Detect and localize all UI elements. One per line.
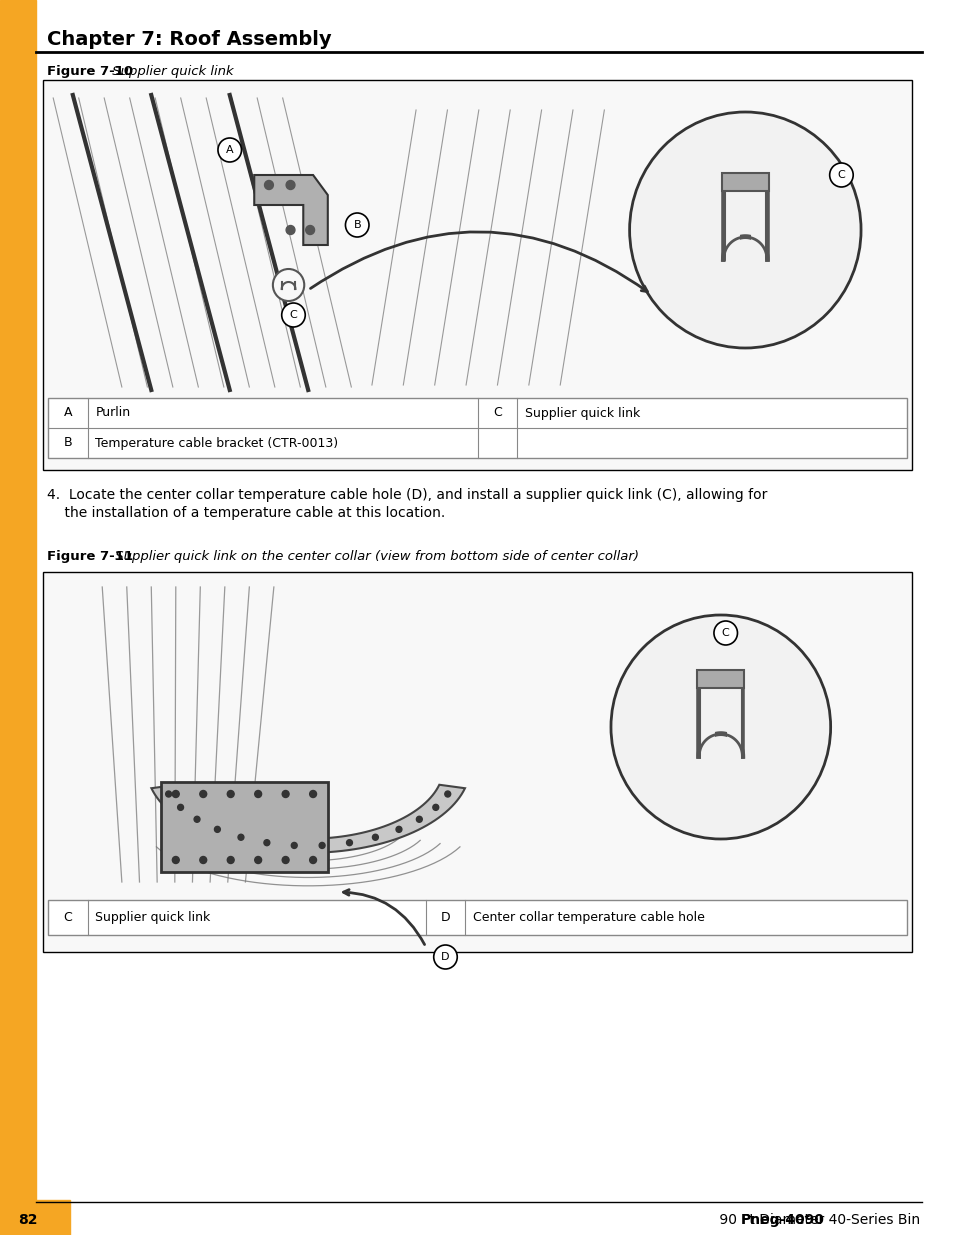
Text: C: C: [290, 310, 297, 320]
Bar: [49, 398, 906, 458]
Bar: [721, 173, 768, 191]
Polygon shape: [254, 175, 328, 245]
Bar: [697, 671, 743, 688]
Circle shape: [172, 790, 179, 798]
Bar: [161, 782, 328, 872]
Text: Supplier quick link on the center collar (view from bottom side of center collar: Supplier quick link on the center collar…: [111, 550, 639, 563]
Circle shape: [829, 163, 852, 186]
Text: C: C: [64, 911, 72, 924]
Circle shape: [433, 804, 438, 810]
Circle shape: [177, 804, 183, 810]
Text: 82: 82: [18, 1213, 37, 1228]
Circle shape: [254, 857, 261, 863]
Circle shape: [305, 226, 314, 235]
Circle shape: [264, 840, 270, 846]
Circle shape: [166, 790, 172, 797]
Circle shape: [282, 790, 289, 798]
Circle shape: [444, 790, 450, 797]
Circle shape: [264, 180, 274, 189]
Text: 4.  Locate the center collar temperature cable hole (D), and install a supplier : 4. Locate the center collar temperature …: [48, 488, 767, 501]
Text: Figure 7-10: Figure 7-10: [48, 65, 133, 78]
Text: C: C: [721, 629, 729, 638]
Text: D: D: [441, 952, 449, 962]
Text: A: A: [226, 144, 233, 156]
Circle shape: [227, 790, 233, 798]
Circle shape: [319, 842, 325, 848]
Circle shape: [372, 835, 378, 840]
Text: the installation of a temperature cable at this location.: the installation of a temperature cable …: [48, 506, 445, 520]
Circle shape: [434, 945, 456, 969]
Circle shape: [395, 826, 401, 832]
Polygon shape: [152, 784, 464, 853]
Circle shape: [282, 857, 289, 863]
Text: Pneg-4090: Pneg-4090: [740, 1213, 823, 1228]
Circle shape: [610, 615, 830, 839]
Text: Supplier quick link: Supplier quick link: [95, 911, 211, 924]
Circle shape: [416, 816, 422, 823]
Circle shape: [310, 857, 316, 863]
Circle shape: [281, 303, 305, 327]
Text: C: C: [493, 406, 501, 420]
Bar: [43, 572, 911, 952]
Bar: [0, 1200, 70, 1235]
Text: D: D: [440, 911, 450, 924]
Text: 90 Ft Diameter 40-Series Bin: 90 Ft Diameter 40-Series Bin: [714, 1213, 919, 1228]
Circle shape: [629, 112, 861, 348]
Circle shape: [217, 138, 241, 162]
Text: C: C: [837, 170, 844, 180]
Circle shape: [199, 790, 207, 798]
Bar: [0, 0, 35, 1235]
Bar: [49, 900, 906, 935]
Text: Chapter 7: Roof Assembly: Chapter 7: Roof Assembly: [48, 30, 332, 49]
Text: Temperature cable bracket (CTR-0013): Temperature cable bracket (CTR-0013): [95, 436, 338, 450]
Circle shape: [199, 857, 207, 863]
Text: Center collar temperature cable hole: Center collar temperature cable hole: [473, 911, 704, 924]
Text: A: A: [64, 406, 72, 420]
Bar: [43, 80, 911, 471]
Text: Supplier quick link: Supplier quick link: [108, 65, 233, 78]
Circle shape: [286, 226, 294, 235]
Circle shape: [286, 180, 294, 189]
Circle shape: [345, 212, 369, 237]
Circle shape: [291, 842, 297, 848]
Circle shape: [227, 857, 233, 863]
Text: Purlin: Purlin: [95, 406, 131, 420]
Circle shape: [346, 840, 352, 846]
Text: Supplier quick link: Supplier quick link: [524, 406, 639, 420]
Circle shape: [237, 835, 244, 840]
Circle shape: [254, 790, 261, 798]
Circle shape: [310, 790, 316, 798]
Circle shape: [193, 816, 200, 823]
Text: B: B: [353, 220, 360, 230]
Circle shape: [273, 269, 304, 301]
Circle shape: [713, 621, 737, 645]
Text: Figure 7-11: Figure 7-11: [48, 550, 133, 563]
Circle shape: [172, 857, 179, 863]
Circle shape: [214, 826, 220, 832]
Text: B: B: [64, 436, 72, 450]
